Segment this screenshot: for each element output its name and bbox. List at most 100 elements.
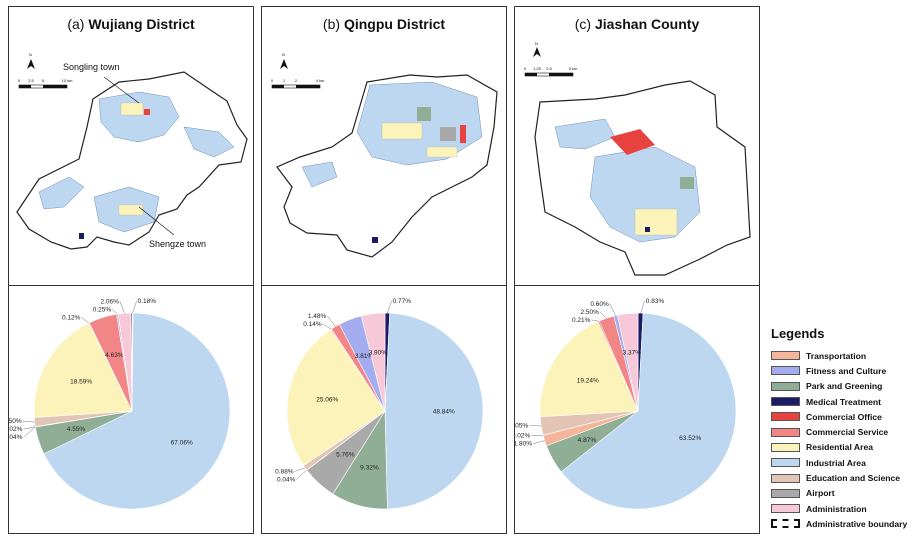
leader-line xyxy=(132,300,137,314)
map-boundary xyxy=(16,71,248,250)
scale-bar: 0 1.25 2.5 5 km xyxy=(524,66,578,77)
legend-swatch xyxy=(771,381,800,391)
pie-slice xyxy=(617,312,639,412)
panel-wujiang: (a) Wujiang District N 0 2.5 5 10 km Son… xyxy=(8,6,254,534)
industrial-area-patch xyxy=(98,91,180,143)
data-label: 1.50% xyxy=(9,418,22,425)
data-label: 0.12% xyxy=(62,314,81,321)
leader-line xyxy=(640,300,646,314)
map-qingpu: N 0 1 2 4 km xyxy=(271,52,498,258)
pie-slice xyxy=(360,312,386,412)
data-label: 1.80% xyxy=(515,441,532,448)
legend-swatch xyxy=(771,458,800,468)
legend-swatch xyxy=(771,504,800,514)
legend-item: Fitness and Culture xyxy=(771,363,915,378)
pie-slice xyxy=(384,312,484,510)
data-label: 0.60% xyxy=(590,301,609,308)
industrial-area-patch xyxy=(38,176,85,210)
legend-swatch xyxy=(771,397,800,407)
legend-items: Transportation Fitness and Culture Park an… xyxy=(771,348,915,532)
residential-area-patch xyxy=(120,102,144,116)
scale-tick: 0 xyxy=(271,78,274,83)
data-label: 4.87% xyxy=(578,437,597,444)
panel-divider xyxy=(515,285,759,286)
leader-line xyxy=(23,426,36,430)
legend-item: Park and Greening xyxy=(771,379,915,394)
leader-line xyxy=(112,309,118,315)
scale-bar: 0 2.5 5 10 km xyxy=(18,78,74,89)
legend-item: Administration xyxy=(771,501,915,516)
north-arrow-icon xyxy=(27,59,35,69)
legend-label: Administration xyxy=(806,503,867,514)
pie-slice xyxy=(539,321,639,417)
panel-title: (a) Wujiang District xyxy=(9,16,253,32)
legend-swatch xyxy=(771,519,800,529)
scale-tick: 0 xyxy=(524,66,527,71)
leader-line xyxy=(81,317,90,324)
legend-label: Commercial Service xyxy=(806,427,889,438)
legend-label: Airport xyxy=(806,488,835,499)
legend-item: Medical Treatment xyxy=(771,394,915,409)
legend-item: Commercial Service xyxy=(771,424,915,439)
data-label: 0.14% xyxy=(303,321,322,328)
legend-swatch xyxy=(771,366,800,376)
pie-chart-jiashan: 63.52% 4.87% 19.24% 3.37% 0.60%2.50%0.21% 3.0… xyxy=(515,298,737,510)
industrial-area-patch xyxy=(301,161,338,188)
medical-patch xyxy=(645,227,650,232)
leader-line xyxy=(609,303,616,316)
scale-tick: 10 km xyxy=(62,78,74,83)
data-label: 0.04% xyxy=(9,434,23,441)
data-label: 3.37% xyxy=(623,350,642,357)
data-label: 0.21% xyxy=(572,317,591,324)
annotation-songling: Songling town xyxy=(63,62,120,72)
data-label: 4.63% xyxy=(105,352,124,359)
legend-item: Airport xyxy=(771,486,915,501)
data-label: 25.06% xyxy=(316,397,338,404)
data-label: 3.05% xyxy=(515,423,528,430)
legend-item: Transportation xyxy=(771,348,915,363)
map-wujiang: N 0 2.5 5 10 km Songling town Shengze to… xyxy=(16,52,248,250)
scale-bar: 0 1 2 4 km xyxy=(271,78,325,89)
medical-patch xyxy=(372,237,378,243)
data-label: 5.76% xyxy=(336,451,355,458)
legend-swatch xyxy=(771,412,800,422)
data-label: 0.83% xyxy=(646,298,665,305)
legend-label: Administrative boundary xyxy=(806,518,908,529)
legend-item: Administrative boundary xyxy=(771,516,915,531)
map-jiashan: N 0 1.25 2.5 5 km xyxy=(524,41,751,276)
legend-swatch xyxy=(771,473,800,483)
scale-tick: 1.25 xyxy=(533,66,542,71)
legend-swatch xyxy=(771,442,800,452)
legend-label: Education and Science xyxy=(806,473,901,484)
scale-tick: 4 km xyxy=(316,78,325,83)
data-label: 0.02% xyxy=(9,426,23,433)
pie-slice xyxy=(130,312,133,412)
north-label: N xyxy=(535,41,538,46)
data-label: 2.50% xyxy=(580,309,599,316)
panel-title: (c) Jiashan County xyxy=(515,16,759,32)
leader-line xyxy=(22,420,35,423)
data-label: 48.84% xyxy=(433,409,455,416)
commercial-patch xyxy=(610,129,655,155)
leader-line xyxy=(529,425,542,427)
panel-label: (b) xyxy=(322,16,341,32)
legend-item: Residential Area xyxy=(771,440,915,455)
legend-label: Transportation xyxy=(806,350,867,361)
park-patch xyxy=(680,177,694,189)
annotation-leader xyxy=(103,76,140,104)
residential-area-patch xyxy=(118,204,144,216)
leader-line xyxy=(599,311,607,319)
panel-label: (a) xyxy=(67,16,85,32)
scale-tick: 0 xyxy=(18,78,21,83)
scale-tick: 1 xyxy=(283,78,286,83)
data-label: 3.81% xyxy=(355,353,374,360)
scale-tick: 2.5 xyxy=(546,66,552,71)
legend: Legends Transportation Fitness and Cultur… xyxy=(771,326,915,532)
pie-slice xyxy=(33,322,133,418)
annotation-shengze: Shengze town xyxy=(149,239,206,249)
medical-patch xyxy=(79,233,84,239)
annotation-leader xyxy=(138,206,175,236)
data-label: 0.02% xyxy=(515,433,531,440)
north-arrow-icon xyxy=(280,59,288,69)
legend-swatch xyxy=(771,488,800,498)
